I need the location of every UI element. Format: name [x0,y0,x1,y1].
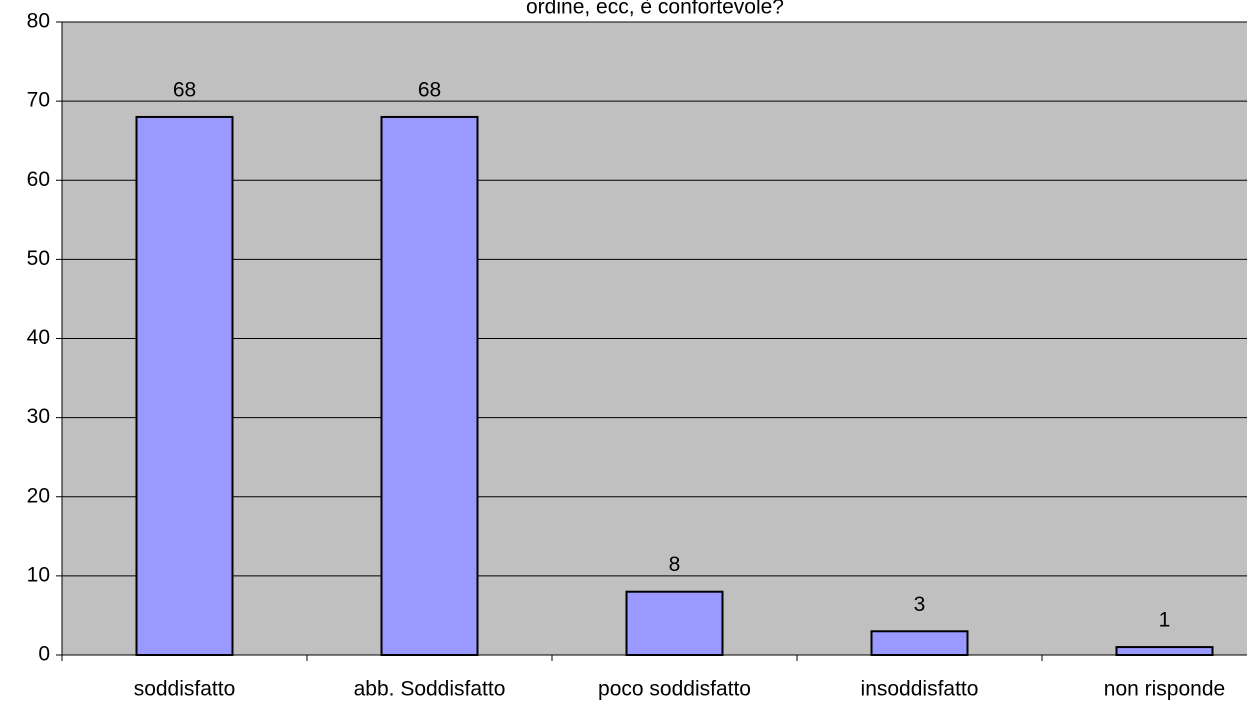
x-tick-label: insoddisfatto [861,678,979,701]
y-tick-label: 80 [27,10,50,33]
y-tick-label: 30 [27,405,50,428]
bar [625,590,724,657]
y-tick-label: 50 [27,247,50,270]
y-tick-label: 60 [27,168,50,191]
data-label: 68 [173,78,196,101]
y-tick-label: 0 [38,643,50,666]
x-tick-label: poco soddisfatto [598,678,751,701]
y-tick-label: 40 [27,326,50,349]
x-tick-label: soddisfatto [134,678,236,701]
bar [1115,646,1214,657]
bar [380,115,479,656]
bar [870,630,969,657]
data-label: 1 [1159,609,1171,632]
chart-title: ordine, ecc, è confortevole? [526,0,784,19]
x-tick-label: non risponde [1104,678,1225,701]
data-label: 68 [418,78,441,101]
data-label: 3 [914,593,926,616]
bar [135,115,234,656]
y-tick-label: 70 [27,89,50,112]
y-tick-label: 20 [27,484,50,507]
data-label: 8 [669,553,681,576]
y-tick-label: 10 [27,563,50,586]
x-tick-label: abb. Soddisfatto [354,678,506,701]
